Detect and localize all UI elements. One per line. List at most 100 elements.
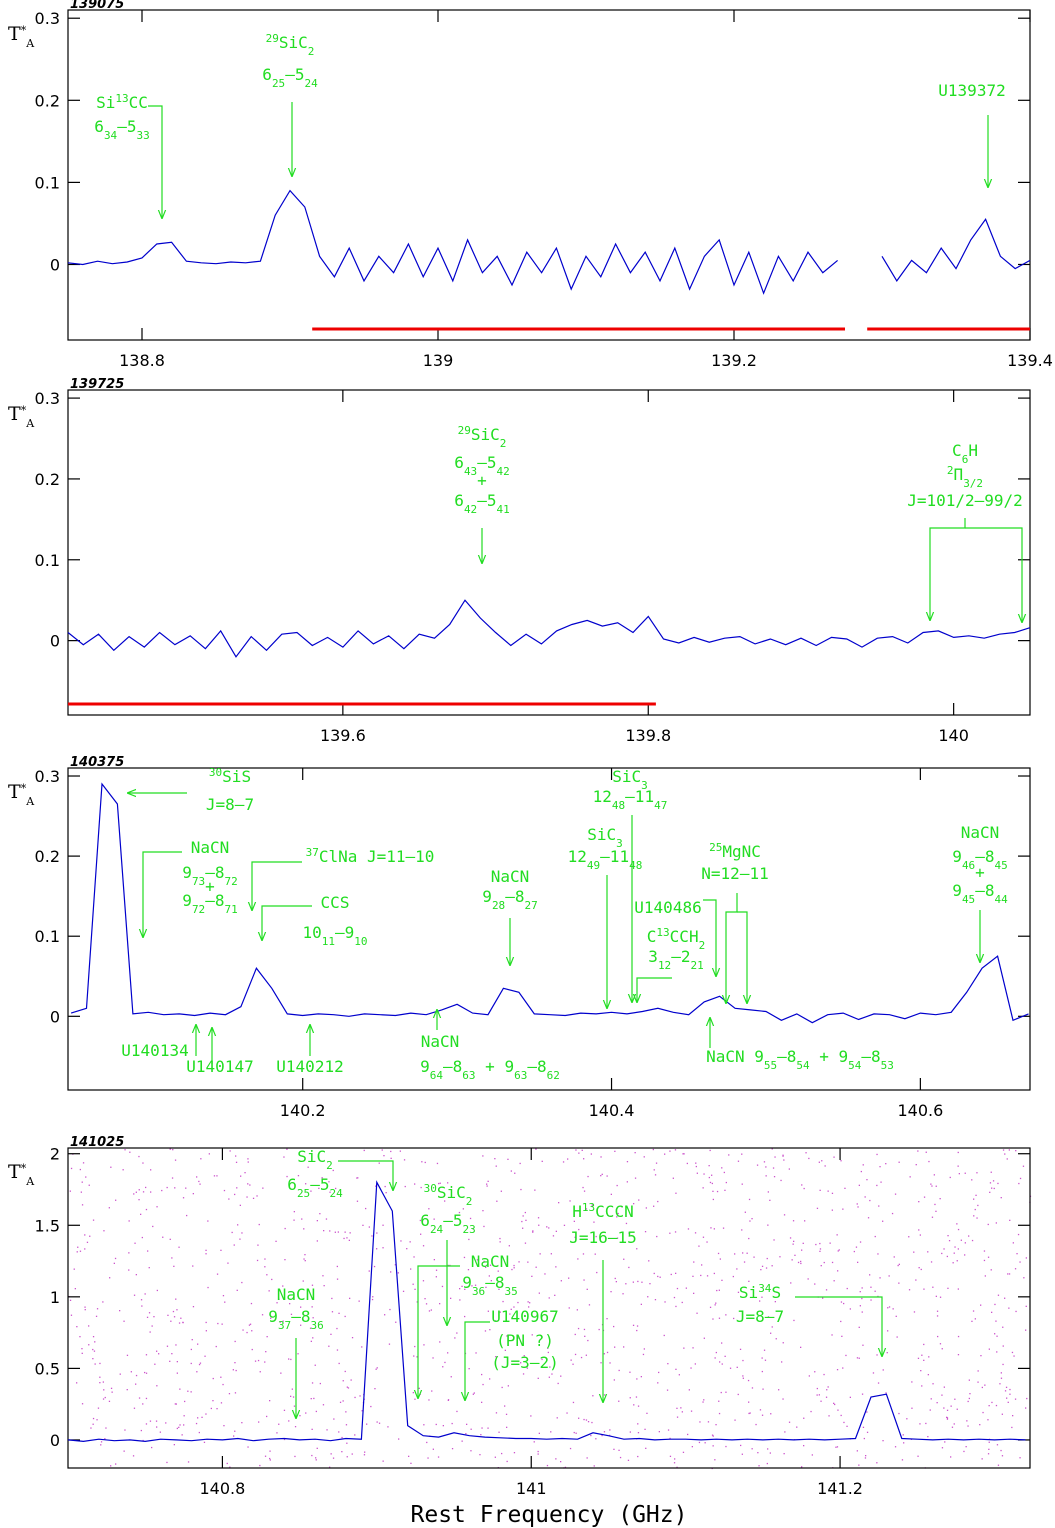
noise-dot <box>447 1399 449 1401</box>
noise-dot <box>310 1340 312 1342</box>
noise-dot <box>167 1314 169 1316</box>
noise-dot <box>81 1181 83 1183</box>
noise-dot <box>312 1337 314 1339</box>
subscript: 12 <box>658 959 671 972</box>
noise-dot <box>521 1220 523 1223</box>
noise-dot <box>338 1362 340 1365</box>
noise-dot <box>888 1275 890 1277</box>
noise-dot <box>203 1441 206 1443</box>
noise-dot <box>737 1291 740 1293</box>
noise-dot <box>297 1175 300 1177</box>
noise-dot <box>681 1411 683 1413</box>
noise-dot <box>818 1161 820 1163</box>
noise-dot <box>535 1148 537 1150</box>
noise-dot <box>902 1434 904 1436</box>
noise-dot <box>531 1334 533 1336</box>
noise-dot <box>341 1451 343 1453</box>
noise-dot <box>365 1207 367 1210</box>
noise-dot <box>976 1172 978 1174</box>
noise-dot <box>653 1169 655 1171</box>
noise-dot <box>893 1256 895 1258</box>
text-part: 9 <box>952 847 962 866</box>
noise-dot <box>748 1237 750 1240</box>
noise-dot <box>771 1265 773 1267</box>
noise-dot <box>858 1184 860 1186</box>
noise-dot <box>816 1207 819 1209</box>
noise-dot <box>756 1164 759 1166</box>
noise-dot <box>870 1286 872 1288</box>
noise-dot <box>223 1189 226 1192</box>
noise-dot <box>114 1257 117 1260</box>
noise-dot <box>687 1228 690 1230</box>
noise-dot <box>773 1239 775 1241</box>
noise-dot <box>436 1162 439 1165</box>
noise-dot <box>866 1179 868 1181</box>
noise-dot <box>376 1421 378 1423</box>
noise-dot <box>618 1369 620 1372</box>
noise-dot <box>522 1227 524 1229</box>
noise-dot <box>150 1169 152 1171</box>
noise-dot <box>359 1395 361 1397</box>
noise-dot <box>601 1173 603 1175</box>
noise-dot <box>894 1446 897 1448</box>
noise-dot <box>901 1459 904 1461</box>
noise-dot <box>156 1350 158 1352</box>
noise-dot <box>89 1235 91 1237</box>
noise-dot <box>191 1339 193 1341</box>
text-part: SiC <box>612 767 641 786</box>
noise-dot <box>195 1422 198 1425</box>
noise-dot <box>104 1438 106 1440</box>
noise-dot <box>346 1386 348 1388</box>
noise-dot <box>142 1162 144 1164</box>
noise-dot <box>657 1200 659 1203</box>
noise-dot <box>481 1373 483 1376</box>
noise-dot <box>761 1296 763 1298</box>
noise-dot <box>234 1430 236 1432</box>
noise-dot <box>537 1453 539 1455</box>
noise-dot <box>126 1354 129 1356</box>
noise-dot <box>841 1335 843 1337</box>
annotation-arrow <box>143 851 182 937</box>
noise-dot <box>509 1313 511 1315</box>
text-part: SiC <box>279 33 308 52</box>
noise-dot <box>372 1296 374 1298</box>
noise-dot <box>593 1221 595 1223</box>
noise-dot <box>1005 1386 1008 1388</box>
noise-dot <box>835 1446 837 1448</box>
text-part: U140967 <box>491 1307 558 1326</box>
noise-dot <box>361 1346 363 1348</box>
noise-dot <box>613 1448 615 1450</box>
noise-dot <box>280 1372 282 1374</box>
noise-dot <box>997 1464 1000 1466</box>
noise-dot <box>876 1153 878 1156</box>
panel-label: 139075 <box>70 0 124 12</box>
noise-dot <box>967 1425 969 1427</box>
noise-dot <box>142 1439 144 1442</box>
noise-dot <box>917 1357 920 1359</box>
noise-dot <box>178 1246 180 1248</box>
noise-dot <box>213 1175 216 1177</box>
noise-dot <box>672 1177 674 1179</box>
noise-dot <box>600 1362 602 1364</box>
noise-dot <box>877 1253 879 1255</box>
noise-dot <box>800 1346 802 1348</box>
noise-dot <box>119 1373 121 1375</box>
noise-dot <box>908 1289 911 1291</box>
superscript: 29 <box>458 424 471 437</box>
noise-dot <box>866 1431 869 1433</box>
noise-dot <box>284 1259 286 1261</box>
y-axis-label: T*A <box>8 23 35 50</box>
noise-dot <box>628 1232 630 1234</box>
annotation-text: C13CCH2 <box>647 926 705 952</box>
noise-dot <box>1008 1149 1010 1151</box>
noise-dot <box>994 1303 996 1306</box>
noise-dot <box>917 1150 919 1152</box>
noise-dot <box>859 1241 862 1243</box>
noise-dot <box>790 1282 792 1284</box>
spectrum <box>67 189 838 295</box>
annotation-text: NaCN <box>277 1285 316 1304</box>
text-part: J=8–7 <box>736 1307 784 1326</box>
noise-dot <box>175 1403 177 1405</box>
text-part: –8 <box>205 891 224 910</box>
noise-dot <box>110 1166 112 1168</box>
